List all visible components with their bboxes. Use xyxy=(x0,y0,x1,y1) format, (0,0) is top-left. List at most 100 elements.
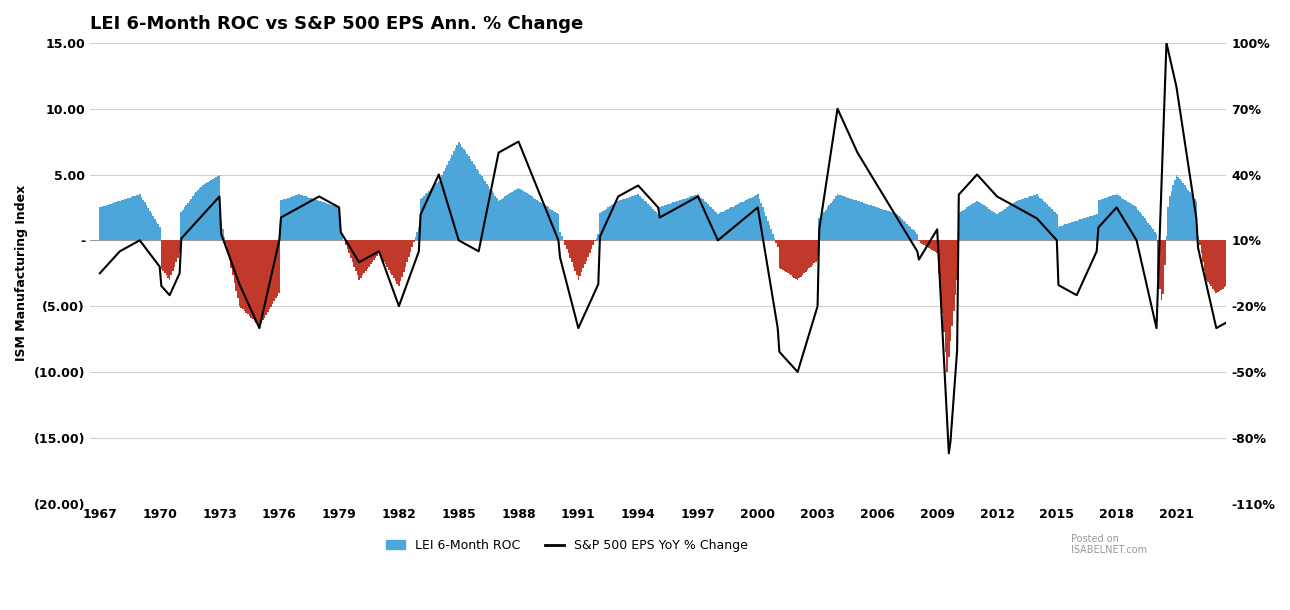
Bar xyxy=(412,240,413,247)
Bar xyxy=(482,179,485,240)
Bar xyxy=(793,240,795,278)
Bar xyxy=(308,198,310,240)
Bar xyxy=(1209,240,1210,284)
Bar xyxy=(1220,240,1222,290)
Bar xyxy=(679,200,681,240)
Bar xyxy=(654,210,655,240)
Bar xyxy=(949,240,951,341)
Bar xyxy=(539,202,541,240)
Bar xyxy=(943,240,944,332)
Bar xyxy=(753,196,755,240)
Bar xyxy=(1179,179,1180,240)
Bar xyxy=(110,204,111,240)
Bar xyxy=(670,204,671,240)
Bar xyxy=(233,240,235,283)
Bar xyxy=(151,214,152,240)
Bar xyxy=(791,240,792,276)
Bar xyxy=(962,210,965,240)
Bar xyxy=(1202,240,1204,262)
Bar xyxy=(636,195,637,240)
Bar xyxy=(319,201,320,240)
Bar xyxy=(552,210,555,240)
Bar xyxy=(644,201,645,240)
Bar xyxy=(984,206,986,240)
Bar xyxy=(232,240,233,276)
Bar xyxy=(1029,196,1031,240)
Bar xyxy=(424,194,426,240)
Bar xyxy=(864,204,867,240)
Bar xyxy=(219,174,221,240)
Bar xyxy=(123,199,124,240)
Bar xyxy=(303,196,304,240)
Bar xyxy=(221,221,222,240)
Bar xyxy=(239,240,240,306)
Bar xyxy=(556,213,557,240)
Bar xyxy=(1011,204,1013,240)
Bar xyxy=(199,188,200,240)
Bar xyxy=(524,192,526,240)
Bar xyxy=(606,209,608,240)
Bar xyxy=(441,174,442,240)
Bar xyxy=(433,186,435,240)
Bar xyxy=(134,196,135,240)
Bar xyxy=(769,225,770,240)
Bar xyxy=(787,240,788,273)
Bar xyxy=(841,196,844,240)
Bar xyxy=(257,240,258,325)
Bar xyxy=(223,237,226,240)
Bar xyxy=(596,237,597,240)
Bar xyxy=(466,154,468,240)
Bar xyxy=(464,151,466,240)
Bar xyxy=(498,201,499,240)
Bar xyxy=(595,240,596,242)
Bar xyxy=(746,200,747,240)
Bar xyxy=(1218,240,1219,292)
Bar xyxy=(677,201,679,240)
Bar xyxy=(869,205,872,240)
Bar xyxy=(510,193,511,240)
Bar xyxy=(543,204,544,240)
Bar xyxy=(672,203,673,240)
Bar xyxy=(111,204,112,240)
Bar xyxy=(526,193,528,240)
Bar xyxy=(846,198,849,240)
Bar xyxy=(227,240,228,253)
Bar xyxy=(471,162,473,240)
Bar xyxy=(571,240,573,262)
Bar xyxy=(246,240,249,314)
Bar xyxy=(584,240,586,265)
Bar xyxy=(430,189,431,240)
Bar xyxy=(377,240,378,256)
Bar xyxy=(205,183,206,240)
Bar xyxy=(428,191,430,240)
Bar xyxy=(1222,240,1224,289)
Bar xyxy=(298,194,301,240)
Bar xyxy=(933,240,935,251)
Bar xyxy=(730,207,731,240)
Bar xyxy=(1059,226,1060,240)
Bar xyxy=(734,206,735,240)
Bar xyxy=(517,188,520,240)
Bar xyxy=(947,240,948,372)
Bar xyxy=(262,240,263,320)
Bar xyxy=(555,212,556,240)
Bar xyxy=(419,199,422,240)
Bar xyxy=(1080,220,1081,240)
Bar xyxy=(297,195,298,240)
Bar xyxy=(1042,201,1045,240)
Bar xyxy=(534,199,535,240)
Bar xyxy=(707,204,708,240)
Bar xyxy=(1227,240,1229,285)
Bar xyxy=(902,219,903,240)
Bar xyxy=(147,208,148,240)
Bar xyxy=(1121,198,1122,240)
Bar xyxy=(774,238,775,240)
Bar xyxy=(431,188,433,240)
Bar xyxy=(915,232,916,240)
Bar xyxy=(1036,194,1037,240)
Bar xyxy=(368,240,370,267)
Bar xyxy=(1104,198,1106,240)
Bar xyxy=(699,196,700,240)
Bar xyxy=(1182,183,1184,240)
Bar xyxy=(1041,199,1042,240)
